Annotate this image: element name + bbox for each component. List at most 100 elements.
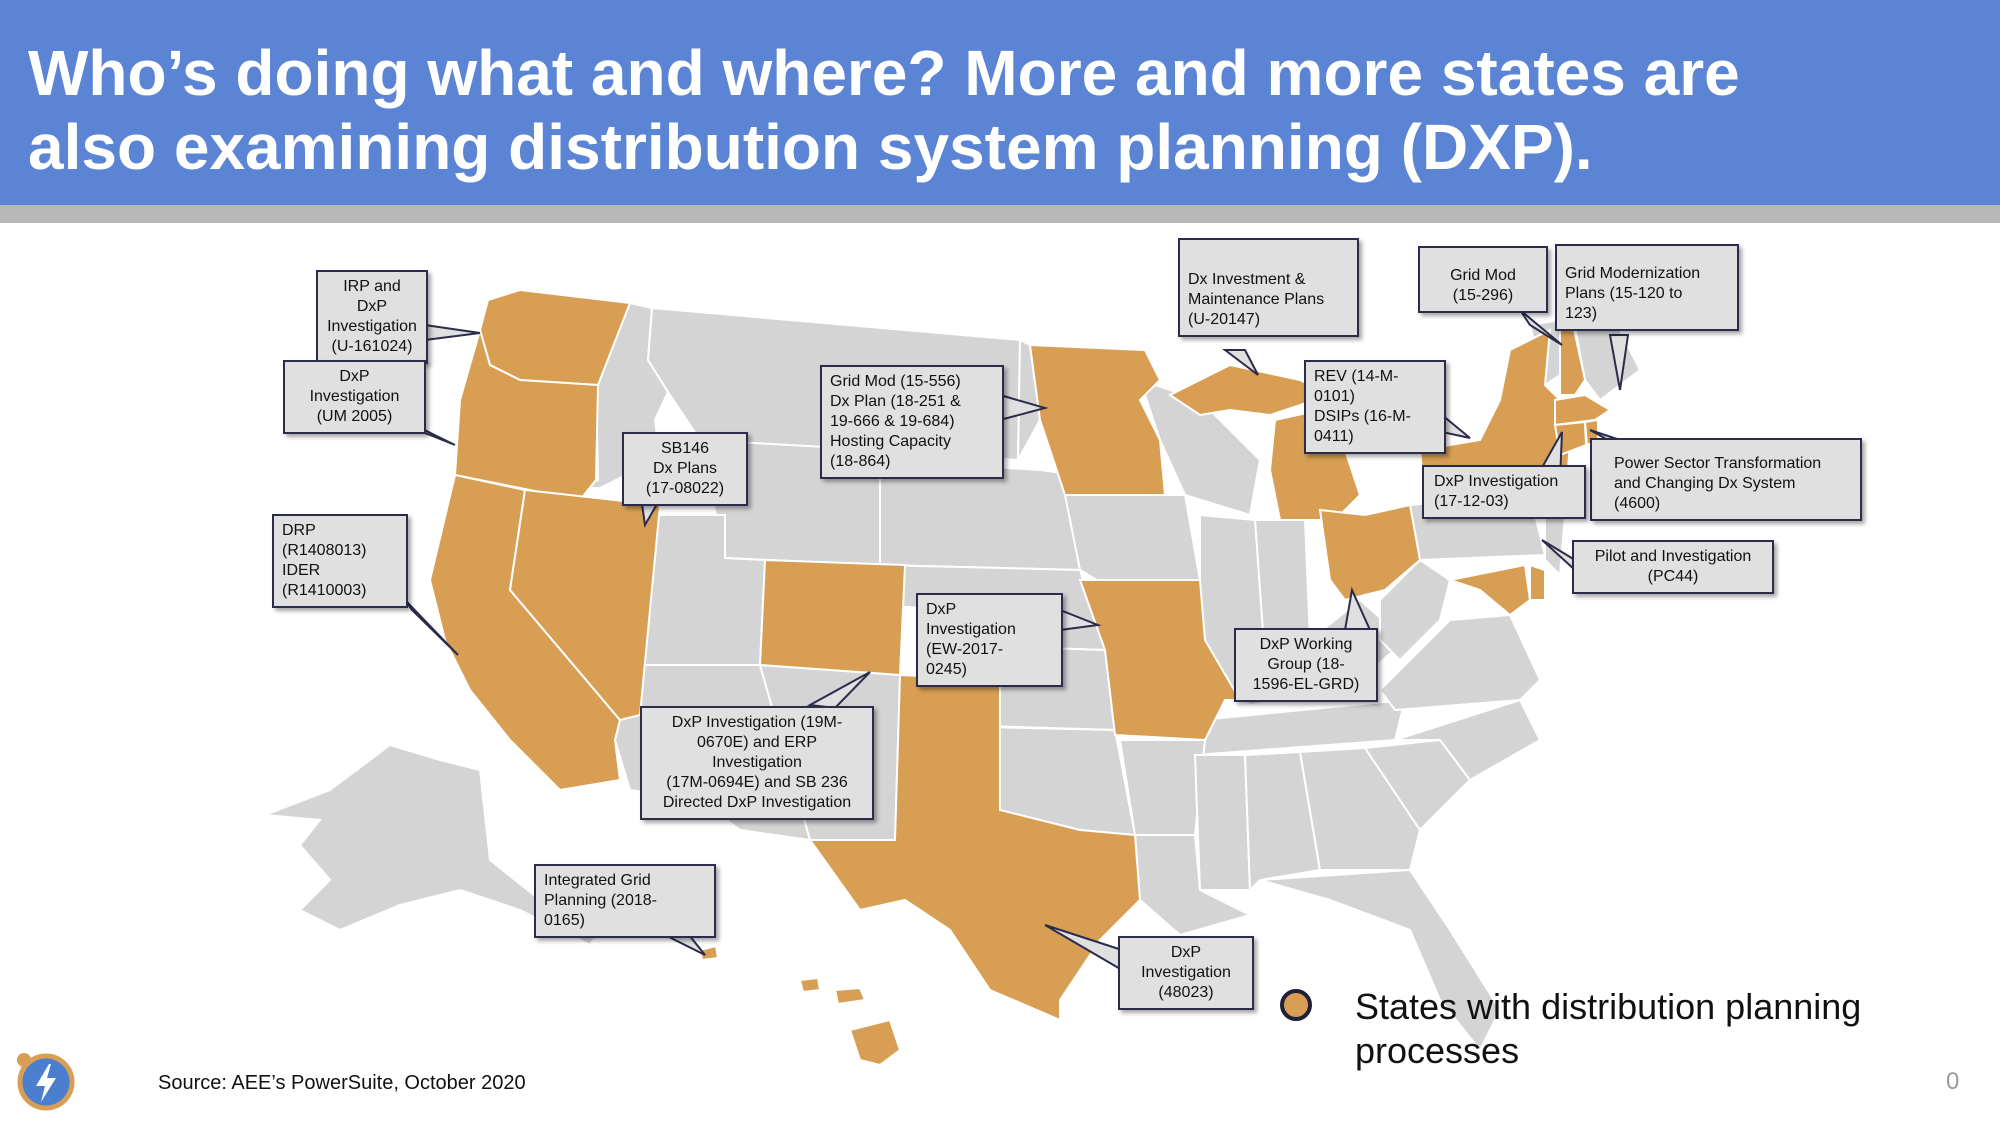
- state-hi-4: [848, 1018, 902, 1067]
- callout-ri-line: and Changing Dx System: [1614, 475, 1796, 492]
- callout-mo: DxP Investigation (EW-2017- 0245): [916, 593, 1063, 687]
- state-fl: [1259, 868, 1502, 1052]
- callout-mi: Dx Investment & Maintenance Plans (U-201…: [1178, 238, 1359, 337]
- callout-or-line: (UM 2005): [316, 408, 393, 425]
- callout-ny-line: 0411): [1314, 428, 1354, 445]
- callout-hi-line: 0165): [544, 912, 585, 929]
- dxp-states: [428, 288, 1612, 1067]
- callout-or-line: DxP: [339, 368, 370, 385]
- state-co: [758, 558, 907, 677]
- callout-nv: SB146 Dx Plans (17-08022): [622, 432, 748, 506]
- callout-ri-line: (4600): [1614, 495, 1661, 512]
- callout-wa-line: Investigation: [327, 318, 417, 335]
- callout-oh-line: 1596-EL-GRD): [1252, 676, 1360, 693]
- callout-mn-line: Grid Mod (15-556): [830, 373, 961, 390]
- state-hi-2: [798, 976, 822, 994]
- callout-mi-line: Dx Investment &: [1188, 271, 1306, 288]
- callout-mi-line: (U-20147): [1188, 311, 1261, 328]
- callout-mn-line: 19-666 & 19-684): [830, 413, 955, 430]
- callout-wa-line: (U-161024): [331, 338, 413, 355]
- pointer-wa: [424, 323, 481, 342]
- source-note: Source: AEE’s PowerSuite, October 2020: [158, 1072, 526, 1094]
- callout-co-line: Directed DxP Investigation: [662, 794, 852, 811]
- callout-wa: IRP and DxP Investigation (U-161024): [316, 270, 428, 364]
- callout-hi: Integrated Grid Planning (2018- 0165): [534, 864, 716, 938]
- callout-ma-line: Grid Modernization: [1565, 265, 1701, 282]
- state-tx: [808, 673, 1142, 1022]
- callout-ca-line: DRP: [282, 522, 316, 539]
- callout-md-line: Pilot and Investigation: [1594, 548, 1752, 565]
- callout-nv-line: SB146: [660, 440, 710, 457]
- callout-ny: REV (14-M- 0101) DSIPs (16-M- 0411): [1304, 360, 1446, 454]
- callout-hi-line: Integrated Grid: [544, 872, 651, 889]
- callout-ca-line: (R1408013): [282, 542, 367, 559]
- state-de: [1529, 563, 1546, 601]
- state-ma: [1554, 393, 1612, 427]
- callout-mn-line: (18-864): [830, 453, 891, 470]
- callout-ri: Power Sector Transformation and Changing…: [1590, 438, 1862, 521]
- callout-dc-line: DxP Investigation: [1434, 473, 1559, 490]
- callout-tx-line: Investigation: [1141, 964, 1231, 981]
- pointer-ny: [1441, 412, 1471, 439]
- callout-or-line: Investigation: [309, 388, 400, 405]
- state-ia: [1063, 494, 1202, 587]
- callout-nv-line: Dx Plans: [652, 460, 718, 477]
- callout-tx-line: DxP: [1170, 944, 1202, 961]
- title-divider: [0, 205, 2000, 223]
- callout-mn-line: Dx Plan (18-251 &: [830, 393, 961, 410]
- map-legend: States with distribution planning proces…: [1280, 985, 1920, 1075]
- state-mo: [1078, 579, 1242, 742]
- callout-oh-line: Group (18-: [1267, 656, 1345, 673]
- callout-co-line: Investigation: [712, 754, 802, 771]
- callout-ny-line: DSIPs (16-M-: [1314, 408, 1411, 425]
- callout-hi-line: Planning (2018-: [544, 892, 657, 909]
- callout-md-line: (PC44): [1647, 568, 1699, 585]
- state-ga: [1298, 746, 1422, 871]
- callout-ca-line: IDER: [282, 562, 321, 579]
- state-nc: [1394, 698, 1542, 782]
- callout-wa-line: IRP and DxP: [343, 278, 401, 315]
- callout-mn: Grid Mod (15-556) Dx Plan (18-251 & 19-6…: [820, 365, 1004, 479]
- callout-mo-line: 0245): [926, 661, 967, 678]
- title-banner: [0, 0, 2000, 205]
- slide-title-line-2: also examining distribution system plann…: [28, 111, 1593, 183]
- slide-title: Who’s doing what and where? More and mor…: [28, 36, 1968, 184]
- callout-md: Pilot and Investigation (PC44): [1572, 540, 1774, 594]
- callout-nh-line: (15-296): [1452, 287, 1514, 304]
- callout-tx: DxP Investigation (48023): [1118, 936, 1254, 1010]
- callout-oh-line: DxP Working: [1259, 636, 1353, 653]
- callout-oh: DxP Working Group (18- 1596-EL-GRD): [1234, 628, 1378, 702]
- callout-ca: DRP (R1408013) IDER (R1410003): [272, 514, 408, 608]
- legend-swatch: [1280, 989, 1312, 1021]
- callout-or: DxP Investigation (UM 2005): [283, 360, 426, 434]
- callout-tx-line: (48023): [1158, 984, 1214, 1001]
- state-ar: [1118, 739, 1207, 836]
- callout-co-line: DxP Investigation (19M-: [671, 714, 843, 731]
- callout-ma-line: Plans (15-120 to: [1565, 285, 1683, 302]
- callout-ca-line: (R1410003): [282, 582, 367, 599]
- callout-co: DxP Investigation (19M- 0670E) and ERP I…: [640, 706, 874, 820]
- legend-label: States with distribution planning proces…: [1355, 986, 1862, 1071]
- callout-nh: Grid Mod (15-296): [1418, 246, 1548, 313]
- pointer-ca: [404, 599, 459, 656]
- state-ms: [1193, 754, 1252, 891]
- callout-mo-line: (EW-2017-: [926, 641, 1004, 658]
- callout-co-line: 0670E) and ERP: [696, 734, 818, 751]
- callout-nh-line: Grid Mod: [1450, 267, 1516, 284]
- state-mi-up: [1168, 363, 1333, 417]
- pointer-nh: [1519, 309, 1563, 346]
- lightning-bolt-icon: [17, 1053, 75, 1111]
- callout-nv-line: (17-08022): [645, 480, 725, 497]
- callout-mi-line: Maintenance Plans: [1188, 291, 1325, 308]
- callout-mo-line: DxP: [926, 601, 957, 618]
- callout-ma-line: 123): [1565, 305, 1598, 322]
- callout-mn-line: Hosting Capacity: [830, 433, 951, 450]
- state-md: [1446, 563, 1532, 617]
- callout-mo-line: Investigation: [926, 621, 1016, 638]
- slide-title-line-1: Who’s doing what and where? More and mor…: [28, 37, 1740, 109]
- callout-dc-line: (17-12-03): [1434, 493, 1509, 510]
- callout-ri-line: Power Sector Transformation: [1614, 455, 1822, 472]
- callout-ma: Grid Modernization Plans (15-120 to 123): [1555, 244, 1739, 331]
- state-va: [1378, 613, 1542, 712]
